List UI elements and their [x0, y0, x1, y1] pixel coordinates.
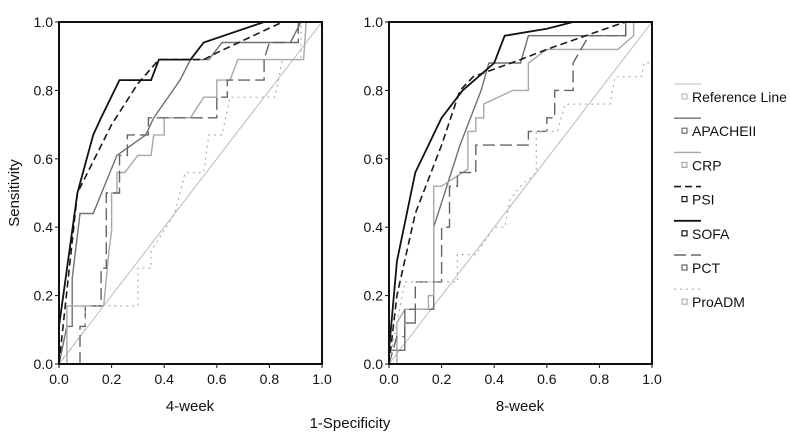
legend: Reference Line APACHEII CRP PSI SOFA PCT ProAD… [674, 83, 787, 310]
legend-item-psi: PSI [674, 185, 715, 208]
legend-label: ProADM [692, 294, 745, 310]
series-pct [79, 21, 322, 364]
x-tick-label: 0.8 [260, 371, 280, 387]
x-tick-label: 1.0 [312, 371, 332, 387]
legend-label: CRP [692, 157, 722, 173]
series-crp [396, 21, 652, 364]
panel-4-week: 0.0 0.2 0.4 0.6 0.8 1.0 0.0 0.2 0.4 0.6 0.8 1.0 [34, 14, 332, 387]
legend-label: SOFA [692, 226, 730, 242]
legend-label: PCT [692, 260, 720, 276]
y-tick-label: 0.0 [34, 356, 54, 372]
x-axis-label: 1-Specificity [310, 415, 391, 432]
legend-label: PSI [692, 192, 715, 208]
series-apacheii [58, 21, 322, 365]
legend-marker [681, 264, 688, 271]
series-crp [66, 21, 322, 364]
x-tick-label: 1.0 [642, 371, 662, 387]
legend-item-apacheii: APACHEII [674, 117, 756, 139]
plot-frame [58, 21, 323, 365]
x-tick-label: 0.2 [432, 371, 452, 387]
legend-marker [681, 196, 688, 203]
legend-marker [681, 230, 688, 237]
legend-item-reference-line: Reference Line [674, 83, 787, 105]
legend-item-proadm: ProADM [674, 288, 745, 310]
x-tick-label: 0.6 [537, 371, 557, 387]
legend-label: Reference Line [692, 89, 787, 105]
legend-marker [681, 161, 688, 168]
panel-8-week: 0.0 0.2 0.4 0.6 0.8 1.0 0.0 0.2 0.4 0.6 0.8 1.0 [364, 14, 662, 387]
right-panel-title: 8-week [496, 398, 545, 415]
y-tick-label: 0.4 [364, 219, 384, 235]
y-tick-label: 0.4 [34, 219, 54, 235]
y-tick-label: 0.8 [364, 82, 384, 98]
y-tick-label: 1.0 [34, 14, 54, 30]
x-tick-label: 0.4 [484, 371, 504, 387]
plot-frame [388, 21, 653, 365]
legend-marker [681, 127, 688, 134]
x-tick-label: 0.8 [590, 371, 610, 387]
legend-marker [681, 298, 688, 305]
x-tick-label: 0.0 [49, 371, 69, 387]
legend-marker [681, 93, 688, 100]
series-reference-line [58, 21, 323, 365]
series-sofa [58, 21, 322, 327]
y-tick-label: 0.2 [364, 288, 384, 304]
x-tick-label: 0.2 [102, 371, 122, 387]
legend-item-crp: CRP [674, 151, 722, 173]
y-axis-label: Sensitivity [6, 159, 23, 227]
y-tick-label: 0.6 [364, 151, 384, 167]
series-sofa [388, 21, 652, 351]
y-tick-label: 0.0 [364, 356, 384, 372]
y-tick-label: 0.2 [34, 288, 54, 304]
y-tick-label: 0.6 [34, 151, 54, 167]
series-proadm [388, 62, 652, 365]
legend-item-pct: PCT [674, 254, 720, 276]
legend-label: APACHEII [692, 123, 756, 139]
y-tick-label: 1.0 [364, 14, 384, 30]
series-reference-line [388, 21, 653, 365]
series-psi [388, 21, 652, 365]
left-panel-title: 4-week [166, 398, 215, 415]
series-pct [388, 21, 652, 365]
x-tick-label: 0.0 [379, 371, 399, 387]
x-tick-label: 0.6 [207, 371, 227, 387]
legend-item-sofa: SOFA [674, 219, 730, 242]
x-tick-label: 0.4 [154, 371, 174, 387]
y-tick-label: 0.8 [34, 82, 54, 98]
